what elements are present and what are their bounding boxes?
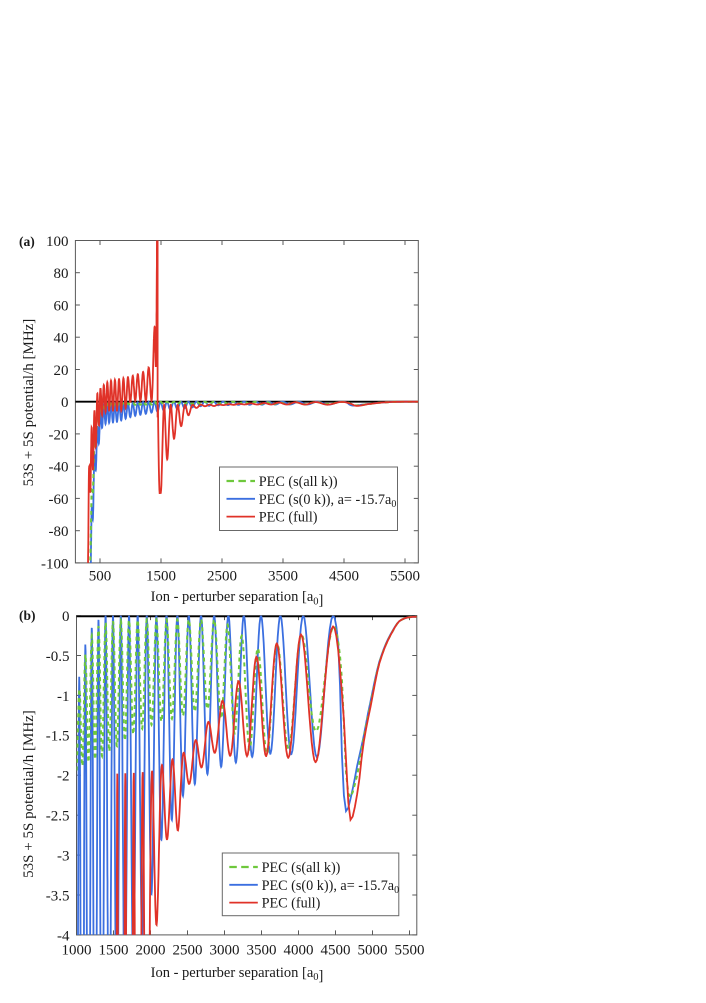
svg-text:(a): (a)	[19, 234, 35, 249]
svg-text:5000: 5000	[358, 943, 388, 959]
svg-text:-20: -20	[49, 427, 69, 443]
svg-text:3500: 3500	[247, 943, 277, 959]
svg-text:-2: -2	[57, 769, 70, 785]
svg-text:2000: 2000	[136, 943, 166, 959]
svg-text:2500: 2500	[207, 569, 237, 585]
svg-text:60: 60	[54, 298, 69, 314]
svg-text:20: 20	[54, 363, 69, 379]
svg-text:-80: -80	[49, 524, 69, 540]
svg-text:0: 0	[61, 395, 69, 411]
svg-text:PEC (full): PEC (full)	[262, 896, 321, 912]
svg-text:5500: 5500	[395, 943, 425, 959]
svg-text:-0.5: -0.5	[46, 649, 70, 665]
svg-text:1500: 1500	[99, 943, 129, 959]
svg-text:Ion - perturber separation [a0: Ion - perturber separation [a0]	[151, 589, 324, 608]
svg-text:100: 100	[46, 234, 69, 250]
svg-text:1000: 1000	[62, 943, 92, 959]
svg-text:PEC (full): PEC (full)	[259, 510, 318, 526]
svg-text:-100: -100	[41, 556, 69, 572]
svg-text:4500: 4500	[329, 569, 359, 585]
svg-text:0: 0	[62, 609, 70, 625]
svg-text:3000: 3000	[210, 943, 240, 959]
svg-text:500: 500	[89, 569, 112, 585]
svg-text:-4: -4	[57, 928, 70, 944]
svg-text:(b): (b)	[19, 608, 36, 623]
svg-text:-2.5: -2.5	[46, 809, 70, 825]
svg-text:5500: 5500	[390, 569, 420, 585]
svg-text:-3: -3	[57, 849, 70, 865]
svg-text:PEC (s(0 k)), a= -15.7a0: PEC (s(0 k)), a= -15.7a0	[259, 492, 397, 510]
svg-text:Ion - perturber separation [a0: Ion - perturber separation [a0]	[151, 965, 324, 984]
svg-text:4000: 4000	[284, 943, 314, 959]
svg-text:-40: -40	[49, 460, 69, 476]
svg-text:80: 80	[54, 266, 69, 282]
svg-text:-1: -1	[57, 689, 70, 705]
svg-text:1500: 1500	[146, 569, 176, 585]
svg-text:4500: 4500	[321, 943, 351, 959]
svg-text:53S + 5S potential/h [MHz]: 53S + 5S potential/h [MHz]	[21, 319, 37, 487]
svg-text:PEC (s(0 k)), a= -15.7a0: PEC (s(0 k)), a= -15.7a0	[262, 878, 400, 896]
svg-text:-60: -60	[49, 492, 69, 508]
svg-text:40: 40	[54, 331, 69, 347]
svg-text:PEC (s(all k)): PEC (s(all k))	[262, 860, 341, 876]
svg-text:2500: 2500	[173, 943, 203, 959]
svg-text:3500: 3500	[268, 569, 298, 585]
svg-text:-3.5: -3.5	[46, 888, 70, 904]
svg-text:-1.5: -1.5	[46, 729, 70, 745]
svg-text:53S + 5S potential/h [MHz]: 53S + 5S potential/h [MHz]	[21, 710, 37, 878]
svg-text:PEC (s(all k)): PEC (s(all k))	[259, 474, 338, 490]
